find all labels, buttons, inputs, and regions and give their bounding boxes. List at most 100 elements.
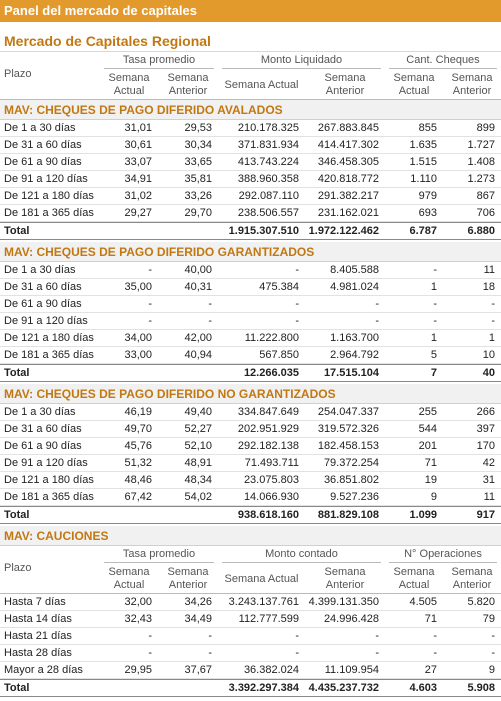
cell: - [491, 298, 495, 310]
cell: 45,76 [124, 440, 152, 452]
plazo-header: Plazo [4, 68, 32, 80]
table-row: De 1 a 30 días - 40,00 - 8.405.588 - 11 [0, 262, 501, 279]
cell: 29,70 [184, 207, 212, 219]
cell: 35,81 [184, 173, 212, 185]
cell: 30,61 [124, 139, 152, 151]
cell: 855 [418, 122, 437, 134]
cell: 79.372.254 [323, 457, 379, 469]
cell: 27 [424, 664, 437, 676]
cell: 4.399.131.350 [308, 596, 379, 608]
cell: 112.777.599 [238, 613, 299, 625]
cell: 23.075.803 [243, 474, 299, 486]
section-title: MAV: CHEQUES DE PAGO DIFERIDO NO GARANTI… [0, 384, 501, 404]
cell: 5.820 [467, 596, 495, 608]
cell: De 121 a 180 días [4, 332, 94, 344]
cell: 1.408 [467, 156, 495, 168]
cell: 2.964.792 [330, 349, 379, 361]
cell: 319.572.326 [317, 423, 379, 435]
cell: 1.273 [467, 173, 495, 185]
cell: 67,42 [124, 491, 152, 503]
table-row: De 121 a 180 días 31,02 33,26 292.087.110 29… [0, 188, 501, 205]
cell: 12.266.035 [243, 367, 299, 379]
table-row: De 121 a 180 días 48,46 48,34 23.075.803 36.… [0, 472, 501, 489]
cell: 14.066.930 [243, 491, 299, 503]
cell: 4.505 [409, 596, 437, 608]
table-row: De 1 a 30 días 46,19 49,40 334.847.649 254.0… [0, 404, 501, 421]
cell: 6.787 [409, 225, 437, 237]
table-row: Hasta 14 días 32,43 34,49 112.777.599 24.996… [0, 611, 501, 628]
cell: De 181 a 365 días [4, 207, 94, 219]
subheader: Semana Anterior [324, 566, 366, 591]
cell: 9 [430, 491, 437, 503]
cell: 71 [424, 613, 437, 625]
cell: - [491, 630, 495, 642]
cell: 29,53 [184, 122, 212, 134]
cell: 1.515 [409, 156, 437, 168]
group-header: Tasa promedio [104, 546, 214, 563]
cell: 51,32 [124, 457, 152, 469]
cell: 5 [430, 349, 437, 361]
cell: De 181 a 365 días [4, 349, 94, 361]
cell: De 1 a 30 días [4, 122, 76, 134]
cell: - [208, 630, 212, 642]
cell: 30,34 [184, 139, 212, 151]
cell: De 1 a 30 días [4, 264, 76, 276]
cell: 9.527.236 [330, 491, 379, 503]
cell: - [148, 647, 152, 659]
cell: 334.847.649 [237, 406, 299, 418]
table-row: Hasta 21 días - - - - - - [0, 628, 501, 645]
cell: Total [4, 225, 30, 237]
cell: 693 [418, 207, 437, 219]
cell: 881.829.108 [317, 509, 379, 521]
cell: - [433, 298, 437, 310]
cell: 29,27 [124, 207, 152, 219]
cell: 35,00 [124, 281, 152, 293]
cell: 938.618.160 [237, 509, 299, 521]
cell: 33,07 [124, 156, 152, 168]
cell: - [375, 647, 379, 659]
cell: 42,00 [184, 332, 212, 344]
cell: 1 [430, 332, 437, 344]
cell: 3.392.297.384 [228, 682, 299, 694]
cell: 52,10 [184, 440, 212, 452]
table-row: Mayor a 28 días 29,95 37,67 36.382.024 11.10… [0, 662, 501, 679]
cell: - [148, 264, 152, 276]
cell: - [295, 647, 299, 659]
cell: 36.851.802 [323, 474, 379, 486]
table-row: De 61 a 90 días 45,76 52,10 292.182.138 182.… [0, 438, 501, 455]
group-header: Monto contado [222, 546, 381, 563]
cell: 48,34 [184, 474, 212, 486]
group-header: N° Operaciones [389, 546, 497, 563]
cell: 266 [476, 406, 495, 418]
subheader: Semana Actual [224, 78, 299, 91]
cell: 182.458.153 [317, 440, 379, 452]
cell: Mayor a 28 días [4, 664, 83, 676]
cell: 867 [476, 190, 495, 202]
cell: 29,95 [124, 664, 152, 676]
cell: - [148, 630, 152, 642]
cell: 1.727 [467, 139, 495, 151]
subheader: Semana Anterior [324, 72, 366, 97]
cell: 49,70 [124, 423, 152, 435]
cell: 1.635 [409, 139, 437, 151]
cell: 54,02 [184, 491, 212, 503]
cell: 10 [482, 349, 495, 361]
cell: 49,40 [184, 406, 212, 418]
cell: 371.831.934 [237, 139, 299, 151]
cell: - [375, 630, 379, 642]
cell: - [295, 264, 299, 276]
cell: 34,49 [184, 613, 212, 625]
cell: 397 [476, 423, 495, 435]
cell: 24.996.428 [323, 613, 379, 625]
cell: 48,91 [184, 457, 212, 469]
cell: Total [4, 509, 30, 521]
cell: 40,94 [184, 349, 212, 361]
section-title: MAV: CAUCIONES [0, 526, 501, 546]
cell: 475.384 [259, 281, 299, 293]
cell: De 181 a 365 días [4, 491, 94, 503]
cell: 33,26 [184, 190, 212, 202]
cell: 979 [418, 190, 437, 202]
cell: 42 [482, 457, 495, 469]
cell: - [148, 315, 152, 327]
cell: - [433, 264, 437, 276]
